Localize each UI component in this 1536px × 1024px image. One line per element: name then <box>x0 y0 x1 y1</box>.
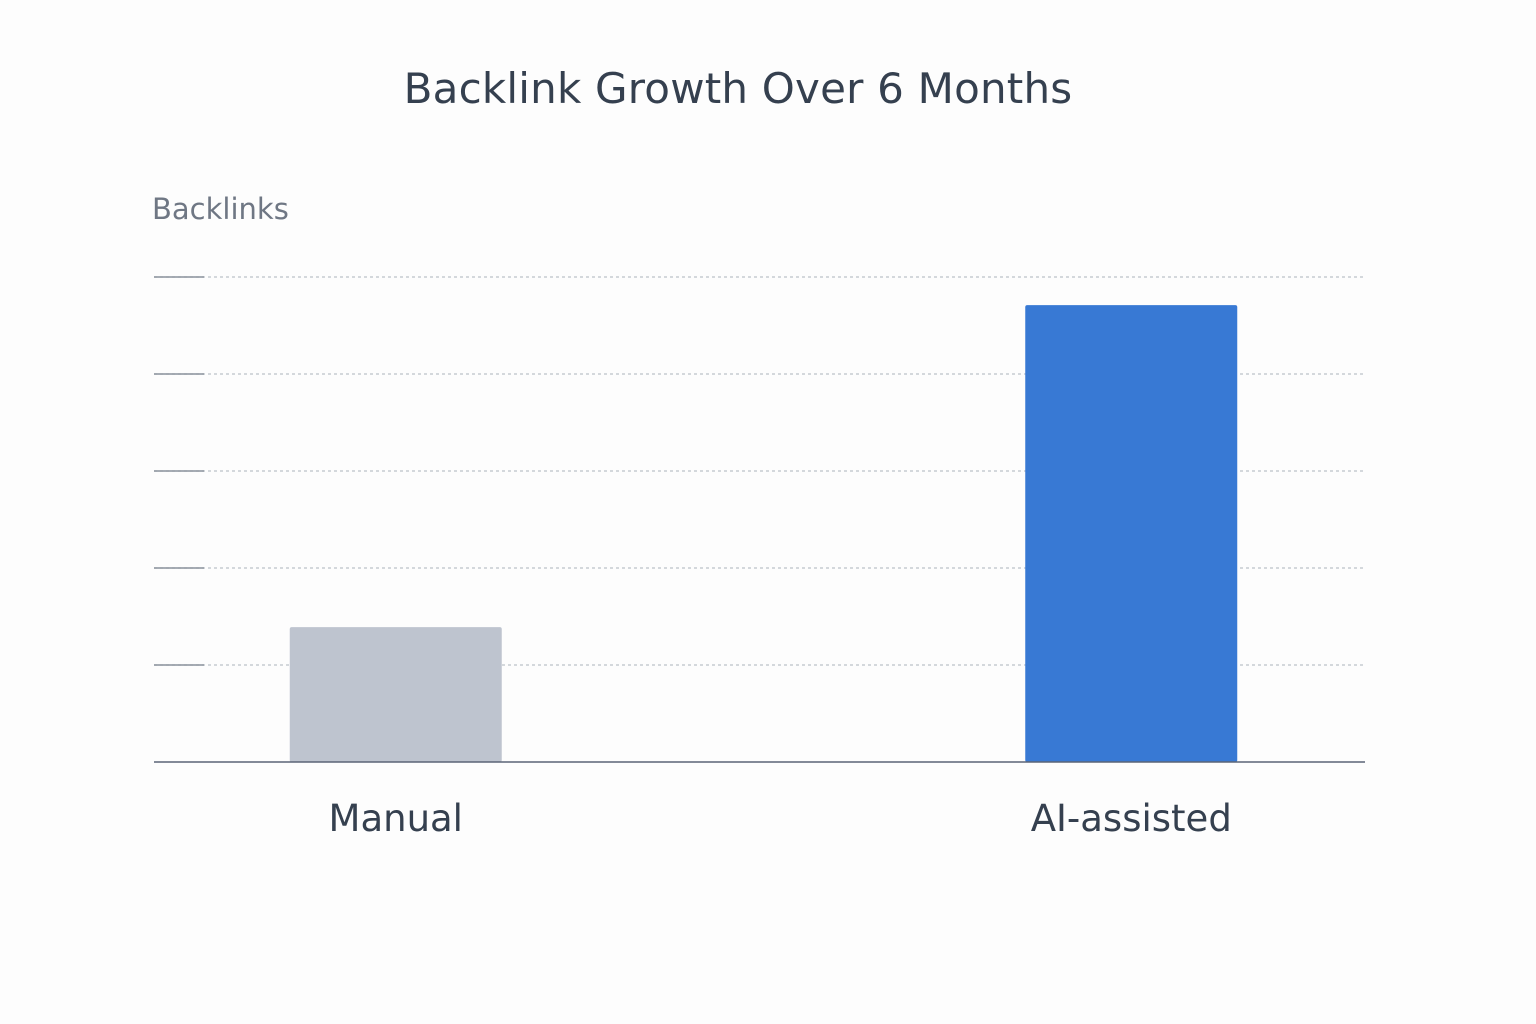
chart-title: Backlink Growth Over 6 Months <box>403 64 1073 113</box>
y-axis-label: Backlinks <box>152 192 289 226</box>
bars <box>289 305 1238 762</box>
bar-ai-assisted <box>1025 305 1238 762</box>
x-tick-label: Manual <box>329 797 463 840</box>
x-tick-label: AI-assisted <box>1031 797 1232 840</box>
bar-manual <box>289 627 502 762</box>
y-axis-ticks <box>154 276 204 666</box>
category-labels: Manual AI-assisted <box>329 797 1232 840</box>
